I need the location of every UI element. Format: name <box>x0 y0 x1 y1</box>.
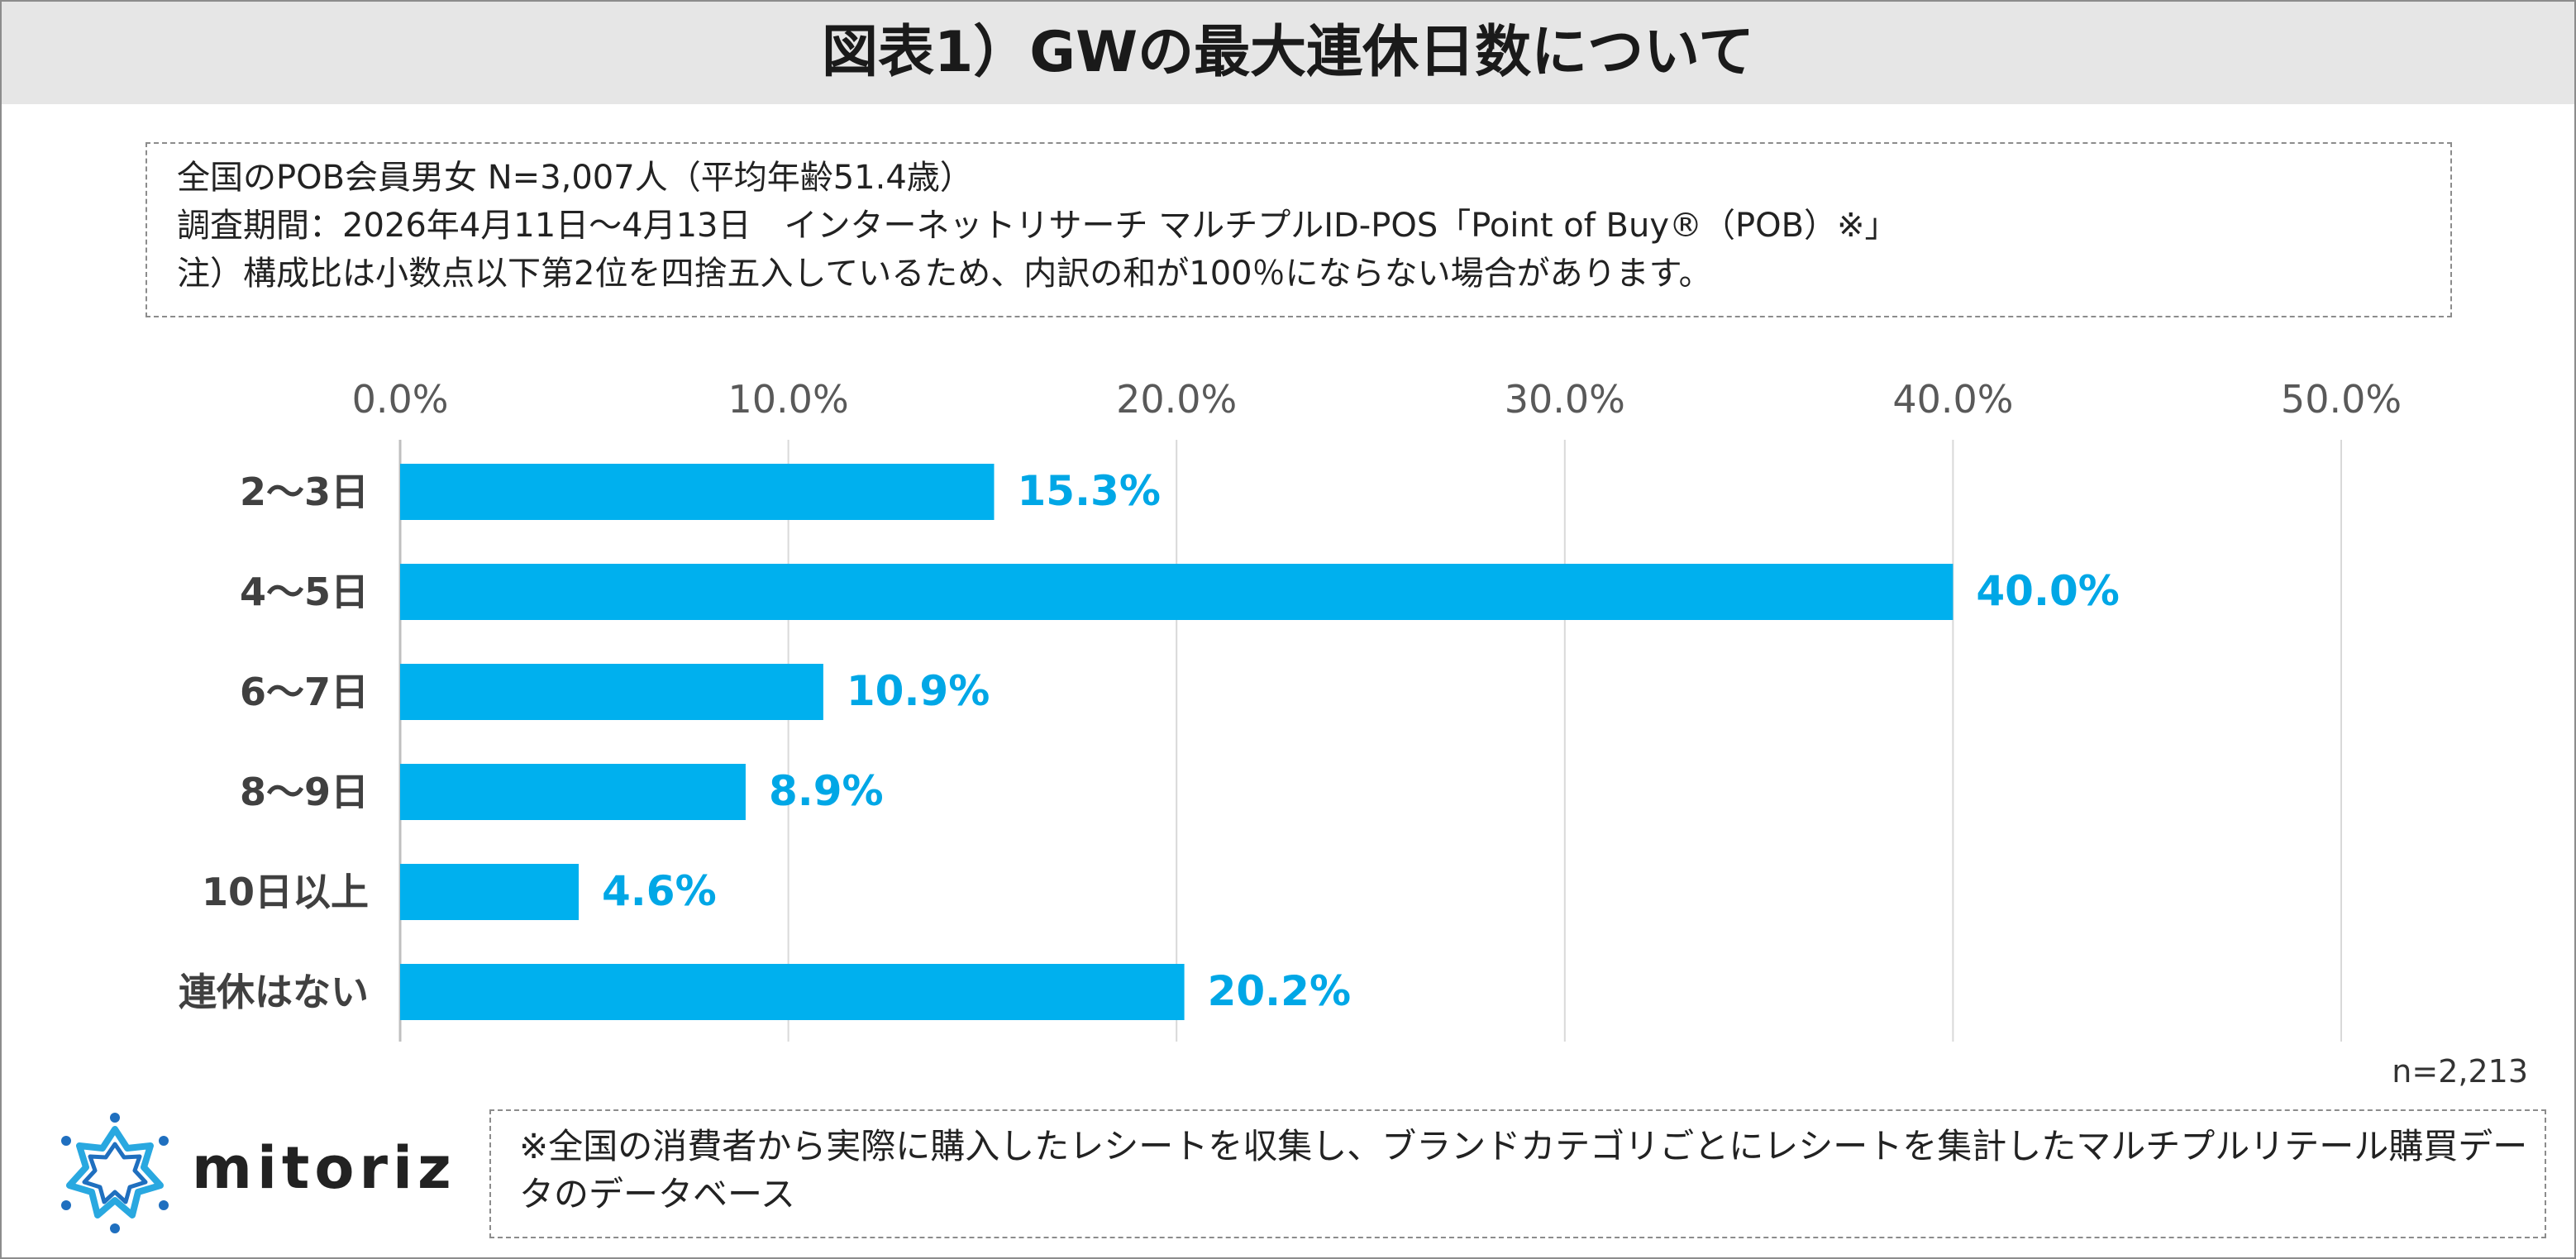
bar <box>400 664 823 720</box>
footnote-box: ※全国の消費者から実際に購入したレシートを収集し、ブランドカテゴリごとにレシート… <box>489 1109 2546 1238</box>
title-bar: 図表1）GWの最大連休日数について <box>2 2 2574 104</box>
x-tick-label: 30.0% <box>1505 377 1625 422</box>
x-tick-label: 10.0% <box>728 377 849 422</box>
bar <box>400 464 995 520</box>
data-label: 10.9% <box>847 667 990 715</box>
data-label: 40.0% <box>1976 567 2119 615</box>
category-label: 6～7日 <box>240 670 369 714</box>
survey-note-line: 注）構成比は小数点以下第2位を四捨五入しているため、内訳の和が100％にならない… <box>177 255 1712 293</box>
mitoriz-logo-icon <box>61 1113 169 1233</box>
x-tick-label: 20.0% <box>1116 377 1237 422</box>
category-label: 8～9日 <box>240 770 369 814</box>
data-label: 15.3% <box>1017 467 1160 515</box>
category-label: 10日以上 <box>202 870 369 914</box>
category-label: 連休はない <box>179 970 369 1014</box>
survey-info-box: 全国のPOB会員男女 N=3,007人（平均年齢51.4歳） 調査期間：2026… <box>145 142 2452 317</box>
bar <box>400 864 580 920</box>
bar-chart: 0.0% 10.0% 20.0% 30.0% 40.0% 50.0% 2～3日 15.3% 4～… <box>179 377 2402 1042</box>
category-label: 2～3日 <box>240 470 369 514</box>
footnote-text: ※全国の消費者から実際に購入したレシートを収集し、ブランドカテゴリごとにレシート… <box>519 1126 2528 1214</box>
x-tick-label: 50.0% <box>2281 377 2402 422</box>
data-label: 8.9% <box>769 767 884 815</box>
x-tick-label: 40.0% <box>1892 377 2013 422</box>
category-label: 4～5日 <box>240 570 369 614</box>
x-tick-label: 0.0% <box>352 377 449 422</box>
data-label: 20.2% <box>1208 967 1351 1015</box>
survey-sample-line: 全国のPOB会員男女 N=3,007人（平均年齢51.4歳） <box>177 159 973 197</box>
bar <box>400 764 746 820</box>
chart-title: 図表1）GWの最大連休日数について <box>821 20 1755 85</box>
bar <box>400 964 1185 1020</box>
sample-size-label: n=2,213 <box>2392 1053 2528 1090</box>
data-label: 4.6% <box>602 867 717 915</box>
survey-period-line: 調査期間：2026年4月11日～4月13日 インターネットリサーチ マルチプルI… <box>177 207 1898 245</box>
mitoriz-logo-text: mitoriz <box>192 1134 456 1202</box>
mitoriz-logo: mitoriz <box>53 1111 451 1235</box>
bar <box>400 564 1953 620</box>
